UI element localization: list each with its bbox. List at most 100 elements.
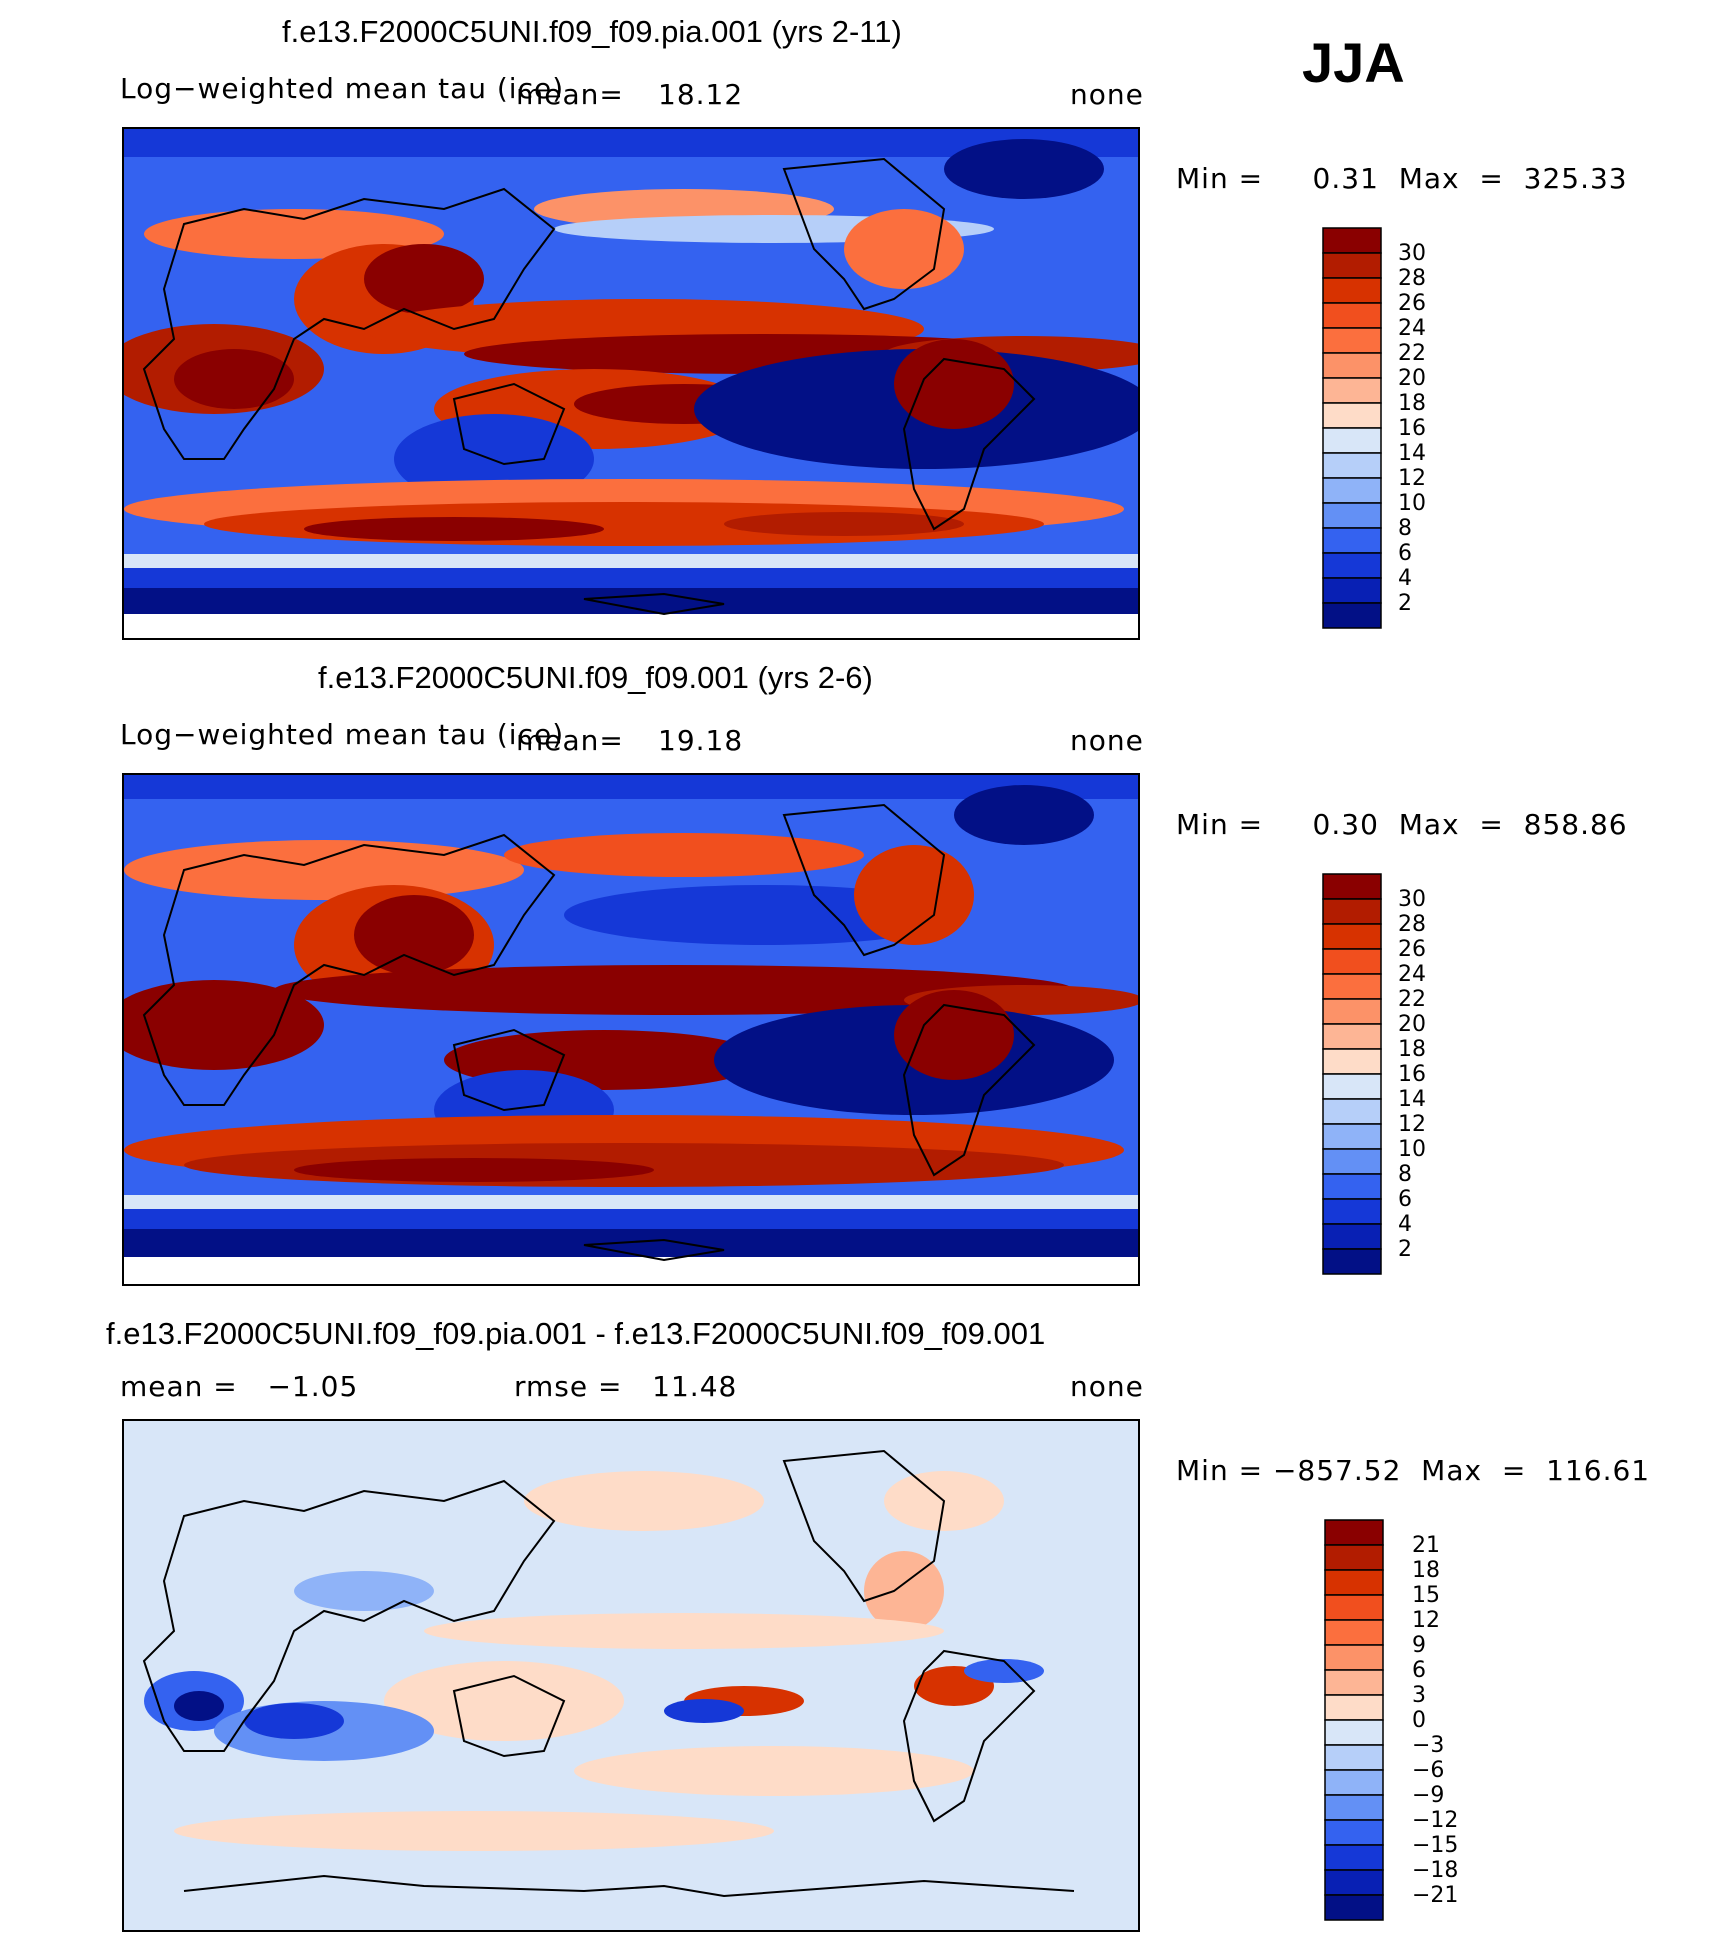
colorbar-swatch	[1322, 1023, 1382, 1050]
colorbar-tick-label: 6	[1398, 1187, 1412, 1212]
colorbar-swatch	[1322, 477, 1382, 504]
colorbar-tick-label: 16	[1398, 1062, 1426, 1087]
colorbar-tick-label: 0	[1412, 1708, 1426, 1733]
colorbar-swatch	[1322, 1123, 1382, 1150]
colorbar-tick-label: 2	[1398, 1237, 1412, 1262]
panel1-title: f.e13.F2000C5UNI.f09_f09.pia.001 (yrs 2-…	[282, 14, 902, 49]
colorbar-swatch	[1324, 1694, 1384, 1721]
colorbar-swatch	[1322, 1048, 1382, 1075]
colorbar-swatch	[1322, 923, 1382, 950]
colorbar-tick-label: 21	[1412, 1533, 1440, 1558]
colorbar-swatch	[1324, 1744, 1384, 1771]
colorbar-tick-label: 26	[1398, 291, 1426, 316]
panel1-mean-label: mean=	[516, 78, 624, 111]
colorbar-tick-label: −21	[1412, 1883, 1459, 1908]
panel2-colorbar-swatches	[1322, 873, 1382, 1275]
panel1-minmax: Min = 0.31 Max = 325.33	[1176, 162, 1628, 195]
colorbar-swatch	[1322, 302, 1382, 329]
panel3-colorbar-swatches	[1324, 1519, 1384, 1921]
colorbar-tick-label: 12	[1398, 466, 1426, 491]
colorbar-tick-label: 8	[1398, 1162, 1412, 1187]
colorbar-swatch	[1324, 1794, 1384, 1821]
colorbar-tick-label: 20	[1398, 366, 1426, 391]
colorbar-swatch	[1322, 352, 1382, 379]
colorbar-tick-label: 30	[1398, 887, 1426, 912]
panel2-units: none	[1070, 724, 1144, 757]
colorbar-swatch	[1324, 1819, 1384, 1846]
colorbar-tick-label: −6	[1412, 1758, 1445, 1783]
colorbar-tick-label: 22	[1398, 987, 1426, 1012]
colorbar-swatch	[1324, 1569, 1384, 1596]
panel1-mean-value: 18.12	[658, 78, 744, 111]
colorbar-tick-label: 10	[1398, 1137, 1426, 1162]
panel3-colorbar	[1324, 1519, 1384, 1928]
panel3-rmse: rmse = 11.48	[514, 1370, 738, 1403]
colorbar-tick-label: −12	[1412, 1808, 1459, 1833]
colorbar-tick-label: 18	[1412, 1558, 1440, 1583]
colorbar-tick-label: 12	[1412, 1608, 1440, 1633]
colorbar-tick-label: 14	[1398, 1087, 1426, 1112]
colorbar-tick-label: 12	[1398, 1112, 1426, 1137]
panel2-mean-label: mean=	[516, 724, 624, 757]
panel3-title: f.e13.F2000C5UNI.f09_f09.pia.001 - f.e13…	[106, 1316, 1046, 1351]
colorbar-swatch	[1322, 1248, 1382, 1275]
colorbar-swatch	[1324, 1844, 1384, 1871]
colorbar-swatch	[1322, 277, 1382, 304]
colorbar-tick-label: 18	[1398, 391, 1426, 416]
colorbar-swatch	[1322, 1073, 1382, 1100]
colorbar-tick-label: 6	[1398, 541, 1412, 566]
colorbar-tick-label: 3	[1412, 1683, 1426, 1708]
colorbar-swatch	[1322, 577, 1382, 604]
colorbar-swatch	[1322, 1148, 1382, 1175]
colorbar-swatch	[1322, 552, 1382, 579]
colorbar-tick-label: 22	[1398, 341, 1426, 366]
panel2-map	[122, 773, 1140, 1286]
colorbar-tick-label: 14	[1398, 441, 1426, 466]
colorbar-swatch	[1322, 1198, 1382, 1225]
colorbar-tick-label: 4	[1398, 1212, 1412, 1237]
panel2-title: f.e13.F2000C5UNI.f09_f09.001 (yrs 2-6)	[318, 660, 873, 695]
colorbar-swatch	[1322, 898, 1382, 925]
panel2-minmax: Min = 0.30 Max = 858.86	[1176, 808, 1628, 841]
colorbar-swatch	[1322, 377, 1382, 404]
colorbar-swatch	[1322, 948, 1382, 975]
colorbar-tick-label: 24	[1398, 316, 1426, 341]
panel3-minmax: Min = −857.52 Max = 116.61	[1176, 1454, 1651, 1487]
colorbar-tick-label: −18	[1412, 1858, 1459, 1883]
colorbar-tick-label: 28	[1398, 266, 1426, 291]
colorbar-swatch	[1324, 1544, 1384, 1571]
colorbar-swatch	[1324, 1769, 1384, 1796]
colorbar-tick-label: −15	[1412, 1833, 1459, 1858]
colorbar-tick-label: −9	[1412, 1783, 1445, 1808]
panel3-field	[124, 1421, 1138, 1930]
colorbar-swatch	[1322, 1098, 1382, 1125]
colorbar-tick-label: 30	[1398, 241, 1426, 266]
panel3-mean: mean = −1.05	[120, 1370, 359, 1403]
colorbar-tick-label: 20	[1398, 1012, 1426, 1037]
colorbar-swatch	[1324, 1594, 1384, 1621]
panel2-colorbar	[1322, 873, 1382, 1282]
colorbar-tick-label: 28	[1398, 912, 1426, 937]
colorbar-tick-label: 26	[1398, 937, 1426, 962]
colorbar-swatch	[1324, 1644, 1384, 1671]
panel3-map	[122, 1419, 1140, 1932]
colorbar-tick-label: 18	[1398, 1037, 1426, 1062]
panel1-field	[124, 129, 1138, 638]
colorbar-tick-label: 2	[1398, 591, 1412, 616]
colorbar-swatch	[1322, 502, 1382, 529]
panel1-map	[122, 127, 1140, 640]
colorbar-swatch	[1324, 1619, 1384, 1646]
colorbar-swatch	[1324, 1719, 1384, 1746]
colorbar-swatch	[1322, 873, 1382, 900]
colorbar-swatch	[1324, 1894, 1384, 1921]
colorbar-swatch	[1322, 252, 1382, 279]
colorbar-tick-label: 6	[1412, 1658, 1426, 1683]
colorbar-swatch	[1324, 1519, 1384, 1546]
panel2-variable-label: Log−weighted mean tau (ice)	[120, 718, 565, 751]
panel1-colorbar-swatches	[1322, 227, 1382, 629]
colorbar-tick-label: −3	[1412, 1733, 1445, 1758]
season-label: JJA	[1302, 31, 1405, 94]
colorbar-swatch	[1324, 1669, 1384, 1696]
colorbar-swatch	[1322, 998, 1382, 1025]
colorbar-swatch	[1322, 227, 1382, 254]
